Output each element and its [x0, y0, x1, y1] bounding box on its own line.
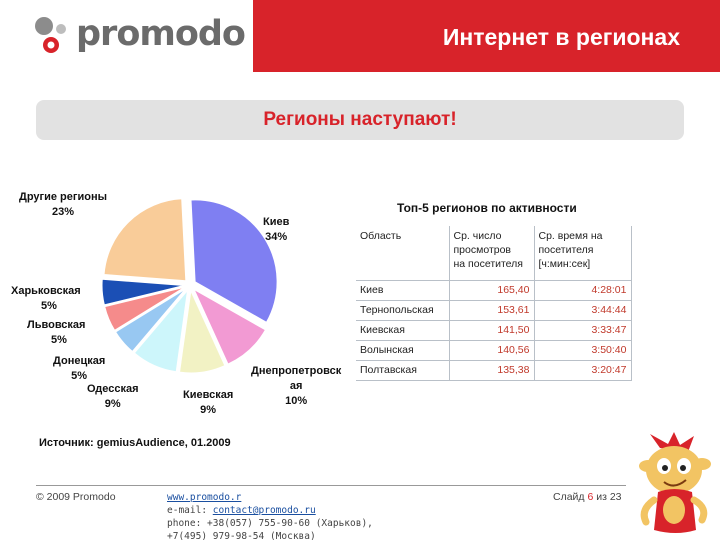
cell-time: 3:50:40	[533, 340, 632, 361]
label-dnepr-pct: 10%	[285, 395, 308, 407]
pie-slice-2	[178, 289, 226, 374]
header-views-line: просмотров	[453, 244, 512, 256]
label-other-pct: 23%	[51, 206, 74, 218]
label-kievskaya-name: Киевская	[183, 389, 234, 401]
cell-views: 141,50	[448, 320, 534, 341]
cell-views: 165,40	[448, 280, 534, 301]
website-link[interactable]: www.promodo.r	[167, 492, 242, 503]
label-lviv: Львовская 5%	[27, 318, 85, 348]
label-kiev: Киев 34%	[263, 215, 289, 245]
table-header-row: Область Ср. число просмотров на посетите…	[356, 226, 632, 281]
label-dnepr: Днепропетровск ая 10%	[251, 364, 341, 409]
slide-subtitle-banner: Регионы наступают!	[36, 100, 684, 140]
label-kiev-pct: 34%	[265, 231, 288, 243]
pie-slice-7	[103, 198, 187, 282]
label-other: Другие регионы 23%	[19, 190, 107, 220]
page-title: Интернет в регионах	[442, 24, 680, 50]
label-kiev-name: Киев	[263, 216, 290, 228]
cell-views: 135,38	[448, 360, 534, 381]
label-lviv-name: Львовская	[27, 319, 86, 331]
slide-current: 6	[587, 491, 594, 503]
header-views-line: Ср. число	[453, 230, 502, 242]
label-kievskaya: Киевская 9%	[183, 388, 233, 418]
header-time-line: посетителя	[538, 244, 594, 256]
pie-chart	[101, 198, 278, 374]
label-kharkiv: Харьковская 5%	[11, 284, 81, 314]
label-odessa: Одесская 9%	[87, 382, 139, 412]
pie-slice-5	[104, 286, 185, 332]
cell-time: 3:44:44	[533, 300, 632, 321]
label-kharkiv-name: Харьковская	[11, 285, 81, 297]
phone-line: phone: +38(057) 755-90-60 (Харьков),	[167, 518, 373, 529]
header-views-line: на посетителя	[453, 258, 524, 270]
pie-slice-1	[192, 288, 267, 365]
pie-slice-4	[114, 288, 186, 353]
phone-line: +7(495) 979-98-54 (Москва)	[167, 531, 316, 540]
footer-divider	[36, 485, 626, 486]
cell-region: Киевская	[356, 320, 449, 341]
cell-region: Волынская	[356, 340, 449, 361]
label-donetsk: Донецкая 5%	[53, 354, 105, 384]
label-kharkiv-pct: 5%	[41, 300, 57, 312]
logo[interactable]: promodo	[0, 0, 253, 72]
cell-region: Тернопольская	[356, 300, 449, 321]
label-donetsk-name: Донецкая	[53, 355, 106, 367]
table-title: Топ-5 регионов по активности	[397, 201, 577, 215]
label-odessa-name: Одесская	[87, 383, 139, 395]
label-kievskaya-pct: 9%	[200, 404, 217, 416]
cell-views: 153,61	[448, 300, 534, 321]
email-label: e-mail:	[167, 505, 213, 516]
label-dnepr-name-2: ая	[289, 380, 303, 392]
header-region: Область	[356, 226, 449, 281]
header-time: Ср. время на посетителя [ч:мин:сек]	[533, 226, 632, 281]
table-row: Киев 165,40 4:28:01	[356, 280, 632, 301]
header-time-line: Ср. время на	[538, 230, 603, 242]
header-bar: promodo Интернет в регионах	[0, 0, 720, 72]
cell-region: Полтавская	[356, 360, 449, 381]
table-row: Полтавская 135,38 3:20:47	[356, 360, 632, 381]
header-time-line: [ч:мин:сек]	[538, 258, 591, 270]
figure-area: Другие регионы 23% Киев 34% Харьковская …	[5, 178, 645, 458]
pie-slice-6	[101, 278, 185, 306]
cell-time: 3:33:47	[533, 320, 632, 341]
pie-slice-0	[190, 199, 278, 323]
cell-region: Киев	[356, 280, 449, 301]
cell-views: 140,56	[448, 340, 534, 361]
pie-slice-3	[133, 288, 189, 373]
label-odessa-pct: 9%	[104, 398, 121, 410]
slide-subtitle: Регионы наступают!	[263, 109, 457, 130]
slide-suffix: из 23	[593, 491, 622, 503]
header-views: Ср. число просмотров на посетителя	[448, 226, 534, 281]
slide-counter: Слайд 6 из 23	[553, 491, 622, 503]
table-row: Волынская 140,56 3:50:40	[356, 340, 632, 361]
logo-text: promodo	[76, 14, 246, 54]
email-link[interactable]: contact@promodo.ru	[212, 505, 316, 516]
label-donetsk-pct: 5%	[71, 370, 88, 382]
label-lviv-pct: 5%	[51, 334, 67, 346]
footer-copyright: © 2009 Promodo	[36, 491, 116, 503]
chart-source: Источник: gemiusAudience, 01.2009	[39, 437, 231, 449]
table-row: Тернопольская 153,61 3:44:44	[356, 300, 632, 321]
label-other-name: Другие регионы	[19, 191, 107, 203]
logo-dots-icon	[35, 17, 66, 53]
slide-prefix: Слайд	[553, 491, 588, 503]
cell-time: 4:28:01	[533, 280, 632, 301]
label-dnepr-name-1: Днепропетровск	[251, 365, 342, 377]
footer-contacts: www.promodo.r e-mail: contact@promodo.ru…	[167, 491, 373, 540]
mascot-icon	[639, 432, 711, 533]
top5-table: Область Ср. число просмотров на посетите…	[356, 226, 632, 381]
cell-time: 3:20:47	[533, 360, 632, 381]
table-row: Киевская 141,50 3:33:47	[356, 320, 632, 341]
